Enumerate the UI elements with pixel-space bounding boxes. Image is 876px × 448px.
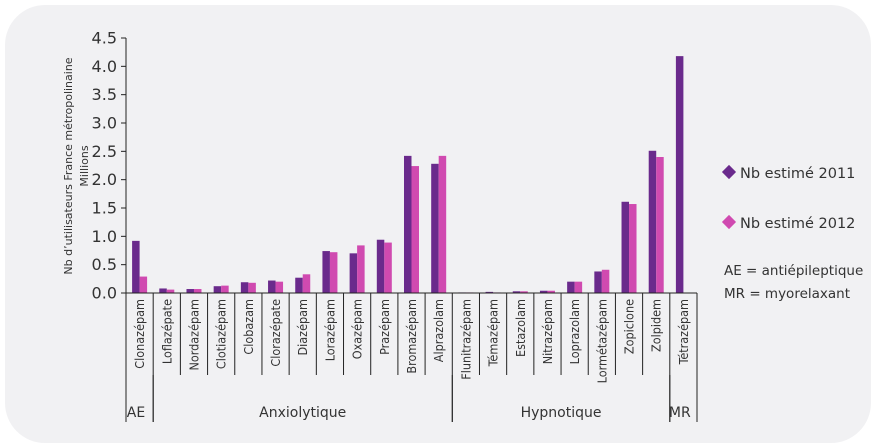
legend-item-2012: Nb estimé 2012	[721, 214, 855, 232]
x-tick-label-nordazepam: Nordazépam	[186, 299, 201, 371]
bar-bromazepam-2012	[411, 166, 419, 293]
group-label-hypnotique: Hypnotique	[521, 405, 602, 421]
y-tick-label: 2.0	[92, 170, 117, 189]
x-tick-label-lormetazepam: Lormétazépam	[594, 299, 609, 383]
y-tick-label: 3.5	[92, 85, 117, 104]
bar-clonazepam-2012	[139, 276, 148, 293]
legend-note-mr: MR = myorelaxant	[724, 286, 850, 302]
x-tick-label-clorazepate: Clorazépate	[268, 299, 283, 367]
x-tick-label-bromazepam: Bromazépam	[404, 299, 419, 374]
bar-clorazepate-2012	[275, 281, 284, 293]
bar-zolpidem-2011	[648, 150, 657, 293]
bar-clorazepate-2011	[268, 280, 276, 293]
x-tick-label-alprazolam: Alprazolam	[431, 299, 446, 362]
x-tick-label-prazepam: Prazépam	[377, 299, 392, 355]
x-tick-label-zolpidem: Zolpidem	[649, 299, 664, 352]
y-tick-label: 3.0	[92, 114, 117, 133]
axes	[125, 38, 697, 294]
bar-nordazepam-2011	[186, 289, 194, 293]
y-tick-label: 4.5	[92, 29, 117, 48]
bar-temazepam-2011	[485, 291, 494, 293]
legend-label-2011: Nb estimé 2011	[740, 166, 855, 182]
x-tick-label-zopiclone: Zopiclone	[622, 299, 637, 354]
bar-estazolam-2011	[512, 291, 521, 293]
bar-alprazolam-2011	[431, 163, 439, 293]
y-tick-label: 0.5	[92, 255, 117, 274]
bar-nitrazepam-2011	[539, 290, 548, 293]
bar-prazepam-2011	[376, 239, 385, 293]
x-tick-label-flunitrazepam: Flunitrazépam	[458, 299, 473, 380]
bar-diazepam-2011	[295, 277, 303, 293]
x-tick-label-clotiazepam: Clotiazépam	[214, 299, 229, 369]
legend-item-2011: Nb estimé 2011	[721, 164, 855, 182]
bar-bromazepam-2011	[404, 155, 412, 293]
x-tick-label-nitrazepam: Nitrazépam	[540, 299, 555, 364]
bar-oxazepam-2012	[357, 245, 365, 293]
y-axis-label: Nb d’utilisateurs France métropolinaine …	[62, 57, 91, 274]
legend-swatch-2011	[721, 164, 737, 180]
bar-lorazepam-2012	[329, 252, 338, 293]
bar-clonazepam-2011	[132, 240, 140, 293]
bar-nitrazepam-2012	[547, 290, 555, 293]
bar-loprazolam-2012	[574, 281, 583, 293]
bar-lormetazepam-2011	[594, 271, 602, 293]
y-tick-label: 1.5	[92, 199, 117, 218]
x-tick-label-temazepam: Témazépam	[486, 299, 501, 367]
bar-loflazepate-2011	[159, 288, 167, 293]
x-tick-label-loprazolam: Loprazolam	[567, 299, 582, 364]
x-tick-label-tetrazepam: Tétrazépam	[676, 299, 691, 365]
bar-lormetazepam-2012	[601, 269, 610, 293]
x-tick-label-clobazam: Clobazam	[241, 299, 256, 355]
y-tick-label: 1.0	[92, 227, 117, 246]
x-tick-label-lorazepam: Lorazépam	[322, 299, 337, 361]
y-tick-label: 4.0	[92, 57, 117, 76]
legend-label-2012: Nb estimé 2012	[740, 216, 855, 232]
group-label-ae: AE	[127, 405, 145, 421]
bar-clobazam-2012	[248, 282, 256, 293]
bar-clotiazepam-2011	[213, 286, 222, 293]
bar-zolpidem-2012	[656, 157, 664, 293]
bar-zopiclone-2011	[621, 201, 630, 293]
y-tick-label: 0.0	[92, 284, 117, 303]
bar-loprazolam-2011	[567, 281, 575, 293]
legend: Nb estimé 2011 Nb estimé 2012 AE = antié…	[721, 164, 863, 302]
bar-tetrazepam-2011	[675, 56, 684, 293]
bar-alprazolam-2012	[438, 155, 447, 293]
bar-loflazepate-2012	[166, 289, 175, 293]
x-tick-label-diazepam: Diazépam	[295, 299, 310, 356]
group-label-anxiolytique: Anxiolytique	[259, 405, 346, 421]
x-tick-label-loflazepate: Loflazépate	[159, 299, 174, 364]
x-tick-label-clonazepam: Clonazépam	[132, 299, 147, 369]
y-axis-label-line2: Millions	[78, 145, 91, 186]
bars	[132, 56, 684, 294]
bar-lorazepam-2011	[322, 251, 330, 293]
bar-prazepam-2012	[384, 242, 392, 293]
x-axis-tick-labels: Clonazépam Loflazépate Nordazépam Clotiazép…	[125, 293, 698, 383]
y-axis-ticks: 0.0 0.5 1.0 1.5 2.0 2.5 3.0 3.5 4.0 4.5	[92, 29, 126, 303]
legend-swatch-2012	[721, 214, 737, 230]
bar-zopiclone-2012	[629, 204, 637, 293]
bar-oxazepam-2011	[349, 253, 358, 293]
bar-diazepam-2012	[302, 274, 311, 293]
group-label-mr: MR	[669, 405, 691, 421]
bar-estazolam-2012	[520, 291, 528, 293]
x-tick-label-oxazepam: Oxazépam	[350, 299, 365, 359]
x-tick-label-estazolam: Estazolam	[513, 299, 528, 357]
bar-nordazepam-2012	[193, 289, 202, 293]
bar-clobazam-2011	[240, 282, 249, 293]
y-tick-label: 2.5	[92, 142, 117, 161]
y-axis-label-line1: Nb d’utilisateurs France métropolinaine	[62, 57, 75, 274]
legend-note-ae: AE = antiépileptique	[724, 263, 863, 279]
category-groups: AE Anxiolytique Hypnotique MR	[125, 375, 698, 422]
bar-clotiazepam-2012	[221, 285, 229, 293]
